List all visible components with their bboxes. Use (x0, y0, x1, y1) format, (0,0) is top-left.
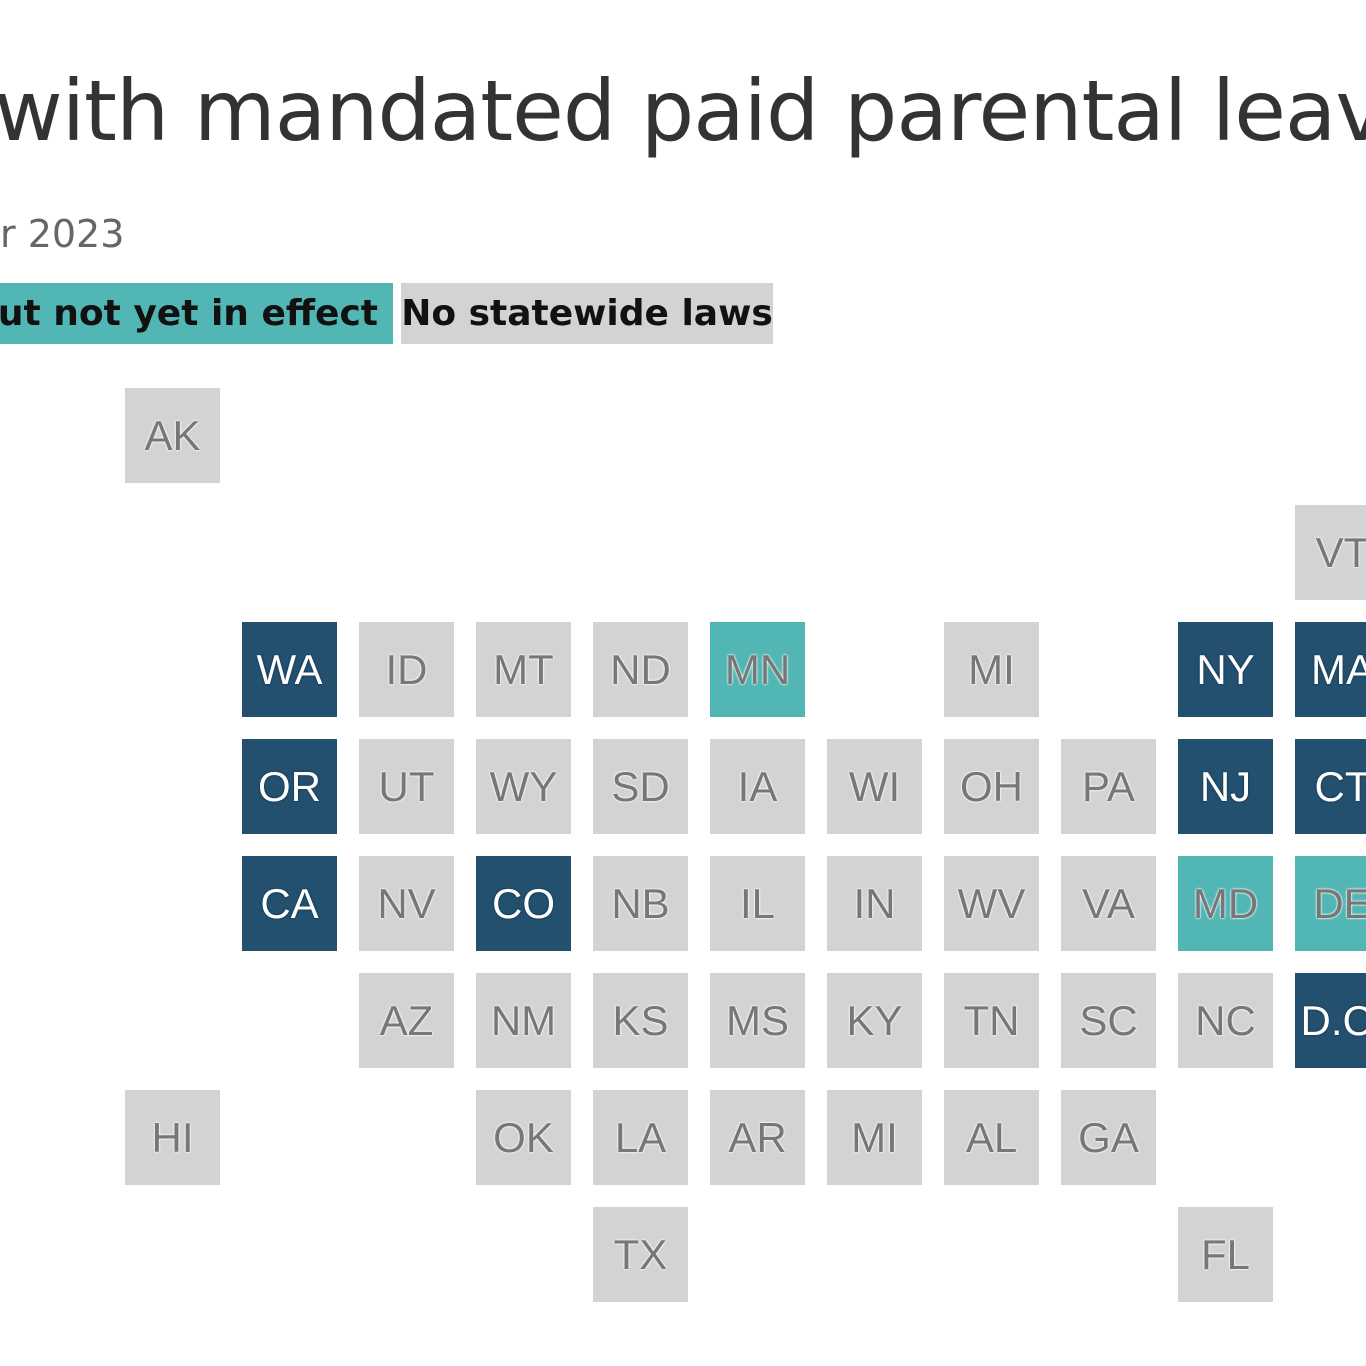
state-tile: MI (944, 622, 1039, 717)
state-tile: WI (827, 739, 922, 834)
state-tile: MI (827, 1090, 922, 1185)
state-tile: WV (944, 856, 1039, 951)
state-tile: IL (710, 856, 805, 951)
state-tile: VT (1295, 505, 1366, 600)
state-tile: AK (125, 388, 220, 483)
state-tile: TX (593, 1207, 688, 1302)
state-tile: KY (827, 973, 922, 1068)
state-tile: MN (710, 622, 805, 717)
state-tile: AZ (359, 973, 454, 1068)
state-tile: CO (476, 856, 571, 951)
state-tile: ND (593, 622, 688, 717)
state-tile: WY (476, 739, 571, 834)
state-tile: MT (476, 622, 571, 717)
state-tile: FL (1178, 1207, 1273, 1302)
state-tile: IA (710, 739, 805, 834)
state-tile: OK (476, 1090, 571, 1185)
state-tile: NC (1178, 973, 1273, 1068)
state-tile: VA (1061, 856, 1156, 951)
state-tile: KS (593, 973, 688, 1068)
state-tile: DE (1295, 856, 1366, 951)
state-tile: ID (359, 622, 454, 717)
state-tile: MS (710, 973, 805, 1068)
state-tile: SC (1061, 973, 1156, 1068)
state-tile: CT (1295, 739, 1366, 834)
state-tile: HI (125, 1090, 220, 1185)
state-tile: IN (827, 856, 922, 951)
state-tile: OH (944, 739, 1039, 834)
state-tile: MA (1295, 622, 1366, 717)
state-tile: WA (242, 622, 337, 717)
state-tile: PA (1061, 739, 1156, 834)
subtitle: r 2023 (0, 212, 125, 256)
state-tile: MD (1178, 856, 1273, 951)
title: with mandated paid parental leave (0, 62, 1366, 160)
state-tile: OR (242, 739, 337, 834)
state-tile: NB (593, 856, 688, 951)
legend-item: No statewide laws (401, 283, 773, 344)
state-tile: AL (944, 1090, 1039, 1185)
state-tile: NM (476, 973, 571, 1068)
state-tile: NY (1178, 622, 1273, 717)
state-tile: UT (359, 739, 454, 834)
state-tile: NJ (1178, 739, 1273, 834)
state-tile: D.C. (1295, 973, 1366, 1068)
state-tile: NV (359, 856, 454, 951)
state-tile: LA (593, 1090, 688, 1185)
state-tile: AR (710, 1090, 805, 1185)
state-tile: CA (242, 856, 337, 951)
state-tile: GA (1061, 1090, 1156, 1185)
state-tile: SD (593, 739, 688, 834)
legend-item: l but not yet in effect (0, 283, 393, 344)
state-tile: TN (944, 973, 1039, 1068)
